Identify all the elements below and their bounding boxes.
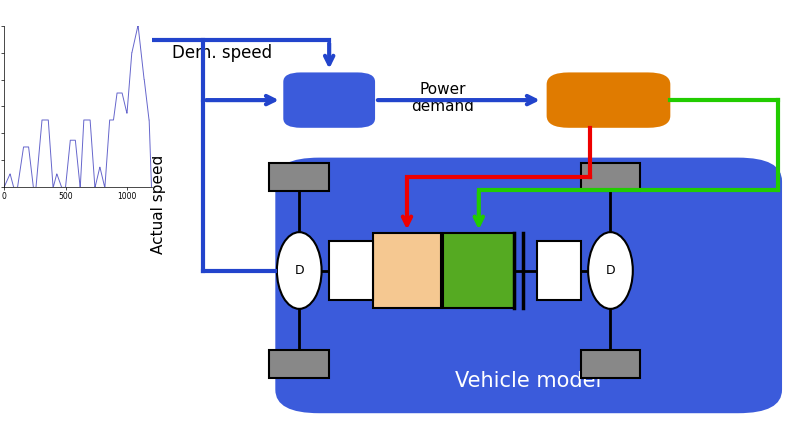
- Text: Driver: Driver: [298, 91, 361, 109]
- Text: D: D: [606, 264, 615, 277]
- Bar: [581, 163, 640, 191]
- Text: Power
demand: Power demand: [412, 82, 474, 114]
- FancyBboxPatch shape: [275, 158, 782, 413]
- Text: Actual speed: Actual speed: [151, 155, 165, 254]
- Bar: [443, 233, 515, 308]
- Ellipse shape: [588, 232, 633, 309]
- Text: PMSM: PMSM: [452, 263, 505, 278]
- Bar: [329, 241, 373, 300]
- FancyBboxPatch shape: [283, 72, 375, 128]
- Text: ASM: ASM: [388, 263, 426, 278]
- Ellipse shape: [277, 232, 322, 309]
- Text: Vehicle model: Vehicle model: [456, 371, 602, 391]
- Text: G: G: [346, 264, 357, 277]
- Bar: [270, 163, 330, 191]
- FancyBboxPatch shape: [547, 72, 670, 128]
- Bar: [581, 350, 640, 378]
- Bar: [270, 350, 330, 378]
- Bar: [373, 233, 440, 308]
- Bar: [536, 241, 580, 300]
- Text: D: D: [294, 264, 304, 277]
- Text: Function: Function: [565, 91, 652, 109]
- Text: G: G: [553, 264, 564, 277]
- Text: Dem. speed: Dem. speed: [172, 44, 271, 62]
